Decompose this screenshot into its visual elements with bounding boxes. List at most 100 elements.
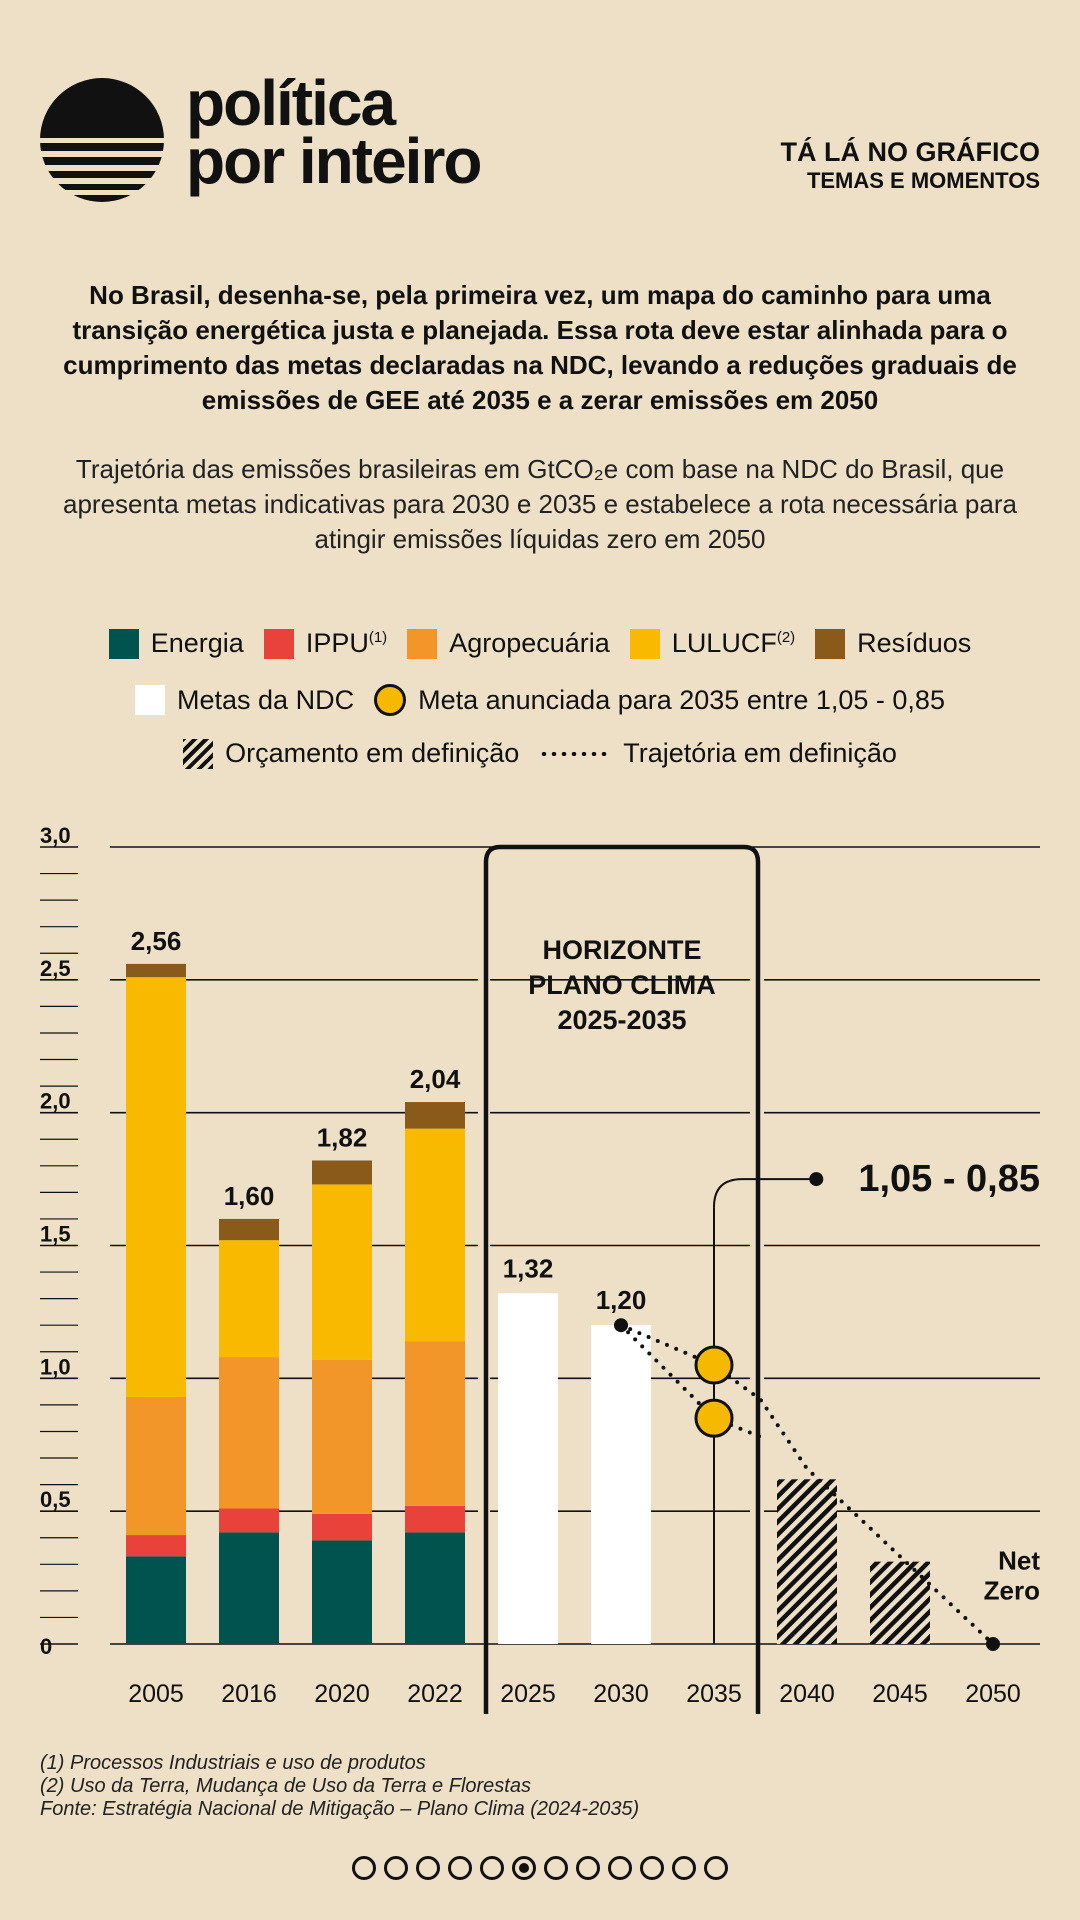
ndc-target-bar bbox=[591, 1325, 651, 1644]
dotted-line-icon bbox=[539, 751, 612, 756]
bar-segment-energia bbox=[126, 1556, 186, 1644]
x-tick-label: 2025 bbox=[500, 1680, 556, 1708]
emissions-chart: 0 0,5 1,0 1,5 2,0 2,5 3,0 HORIZONTE PLANO CLIMA 2… bbox=[40, 823, 1040, 1714]
trajectory-start-dot bbox=[614, 1318, 628, 1333]
y-tick-label: 2,0 bbox=[40, 1089, 71, 1114]
bar-segment-agro bbox=[312, 1359, 372, 1514]
bar-segment-lulucf bbox=[219, 1240, 279, 1358]
goal-2035-low-marker bbox=[694, 1398, 734, 1438]
source-note: Fonte: Estratégia Nacional de Mitigação … bbox=[40, 1798, 640, 1820]
legend-row-2: Metas da NDC Meta anunciada para 2035 en… bbox=[0, 684, 1080, 716]
footnote-1: (1) Processos Industriais e uso de produ… bbox=[40, 1752, 426, 1774]
y-tick-label: 0,5 bbox=[40, 1487, 71, 1512]
x-tick-label: 2050 bbox=[965, 1680, 1021, 1708]
x-tick-label: 2045 bbox=[872, 1680, 928, 1708]
goal-callout-dot bbox=[809, 1172, 824, 1187]
bar-segment-residuos bbox=[312, 1160, 372, 1185]
horizon-box-label: PLANO CLIMA bbox=[528, 970, 715, 1000]
legend-ippu: IPPU(1) bbox=[263, 628, 387, 659]
horizon-box bbox=[483, 844, 761, 1714]
y-tick-label: 0 bbox=[40, 1634, 52, 1659]
bar-segment-residuos bbox=[126, 963, 186, 978]
bar-segment-ippu bbox=[219, 1508, 279, 1533]
section-kicker: TÁ LÁ NO GRÁFICO TEMAS E MOMENTOS bbox=[781, 136, 1040, 194]
swatch-lulucf bbox=[629, 628, 660, 659]
y-tick-label: 1,5 bbox=[40, 1222, 71, 1247]
footnotes: (1) Processos Industriais e uso de produ… bbox=[40, 1752, 639, 1821]
x-tick-label: 2030 bbox=[593, 1680, 649, 1708]
legend-metas: Metas da NDC bbox=[135, 685, 354, 716]
bar-segment-lulucf bbox=[126, 977, 186, 1397]
x-tick-label: 2040 bbox=[779, 1680, 835, 1708]
hatch-swatch-icon bbox=[183, 738, 214, 769]
swatch-residuos bbox=[815, 628, 846, 659]
x-tick-label: 2005 bbox=[128, 1680, 184, 1708]
goal-callout-line bbox=[713, 1178, 817, 1208]
goal-circle-icon bbox=[374, 684, 407, 716]
brand-line-1: política bbox=[186, 67, 396, 139]
ndc-target-label: 1,32 bbox=[503, 1253, 554, 1283]
brand-wordmark: política por inteiro bbox=[186, 67, 482, 197]
swatch-energia bbox=[108, 628, 139, 659]
trajectory-end-dot bbox=[986, 1637, 1000, 1651]
horizon-box-label: 2025-2035 bbox=[557, 1005, 686, 1035]
bar-segment-energia bbox=[405, 1532, 465, 1644]
ndc-target-label: 1,20 bbox=[596, 1285, 647, 1315]
bar-segment-agro bbox=[405, 1341, 465, 1506]
bar-segment-agro bbox=[219, 1357, 279, 1509]
lead-paragraph: No Brasil, desenha-se, pela primeira vez… bbox=[63, 280, 1017, 415]
bar-total-label: 1,60 bbox=[224, 1181, 275, 1211]
bar-segment-lulucf bbox=[405, 1128, 465, 1342]
legend-row-1: Energia IPPU(1) Agropecuária LULUCF(2) R… bbox=[0, 628, 1080, 659]
bar-total-label: 1,82 bbox=[317, 1122, 368, 1152]
sun-logo-icon bbox=[40, 78, 164, 202]
bar-segment-ippu bbox=[126, 1535, 186, 1557]
bar-segment-energia bbox=[312, 1540, 372, 1644]
pager-dot[interactable] bbox=[352, 1856, 376, 1880]
net-zero-label-1: Net bbox=[998, 1546, 1040, 1576]
y-tick-label: 2,5 bbox=[40, 956, 71, 981]
bar-segment-residuos bbox=[219, 1218, 279, 1241]
trajectory-line-upper bbox=[619, 1323, 995, 1646]
pager-dot[interactable] bbox=[448, 1856, 472, 1880]
legend-orcamento: Orçamento em definição bbox=[183, 738, 519, 769]
pager-dot-active[interactable] bbox=[512, 1856, 536, 1880]
bar-segment-lulucf bbox=[312, 1184, 372, 1360]
pager-dot[interactable] bbox=[416, 1856, 440, 1880]
pager-dot[interactable] bbox=[544, 1856, 568, 1880]
goal-range-label: 1,05 - 0,85 bbox=[858, 1158, 1040, 1200]
swatch-metas bbox=[135, 685, 166, 715]
swatch-agro bbox=[407, 628, 438, 659]
legend-row-3: Orçamento em definição Trajetória em def… bbox=[0, 738, 1080, 769]
kicker-line-1: TÁ LÁ NO GRÁFICO bbox=[780, 137, 1040, 167]
budget-hatched-bar bbox=[777, 1479, 837, 1644]
y-tick-label: 3,0 bbox=[40, 823, 71, 848]
horizon-box-label: HORIZONTE bbox=[543, 935, 702, 965]
bar-segment-ippu bbox=[405, 1505, 465, 1533]
net-zero-label-2: Zero bbox=[984, 1576, 1040, 1606]
brand-line-2: por inteiro bbox=[186, 125, 482, 197]
kicker-line-2: TEMAS E MOMENTOS bbox=[806, 168, 1040, 193]
x-tick-label: 2035 bbox=[686, 1680, 742, 1708]
pager-dot[interactable] bbox=[640, 1856, 664, 1880]
bar-segment-residuos bbox=[405, 1102, 465, 1129]
bar-segment-ippu bbox=[312, 1513, 372, 1541]
x-tick-label: 2016 bbox=[221, 1680, 277, 1708]
pager-dot[interactable] bbox=[480, 1856, 504, 1880]
x-tick-label: 2020 bbox=[314, 1680, 370, 1708]
pager-dot[interactable] bbox=[608, 1856, 632, 1880]
x-tick-label: 2022 bbox=[407, 1680, 463, 1708]
pager-dot[interactable] bbox=[576, 1856, 600, 1880]
legend-lulucf: LULUCF(2) bbox=[629, 628, 795, 659]
bar-total-label: 2,56 bbox=[131, 926, 182, 956]
bar-segment-agro bbox=[126, 1396, 186, 1536]
ndc-target-bar bbox=[498, 1293, 558, 1644]
pager-dot[interactable] bbox=[704, 1856, 728, 1880]
pager-dot[interactable] bbox=[672, 1856, 696, 1880]
legend-agro: Agropecuária bbox=[407, 628, 610, 659]
y-tick-label: 1,0 bbox=[40, 1354, 71, 1379]
legend-trajetoria: Trajetória em definição bbox=[539, 738, 897, 769]
swatch-ippu bbox=[263, 628, 294, 659]
goal-2035-high-marker bbox=[694, 1345, 734, 1385]
pager-dot[interactable] bbox=[384, 1856, 408, 1880]
